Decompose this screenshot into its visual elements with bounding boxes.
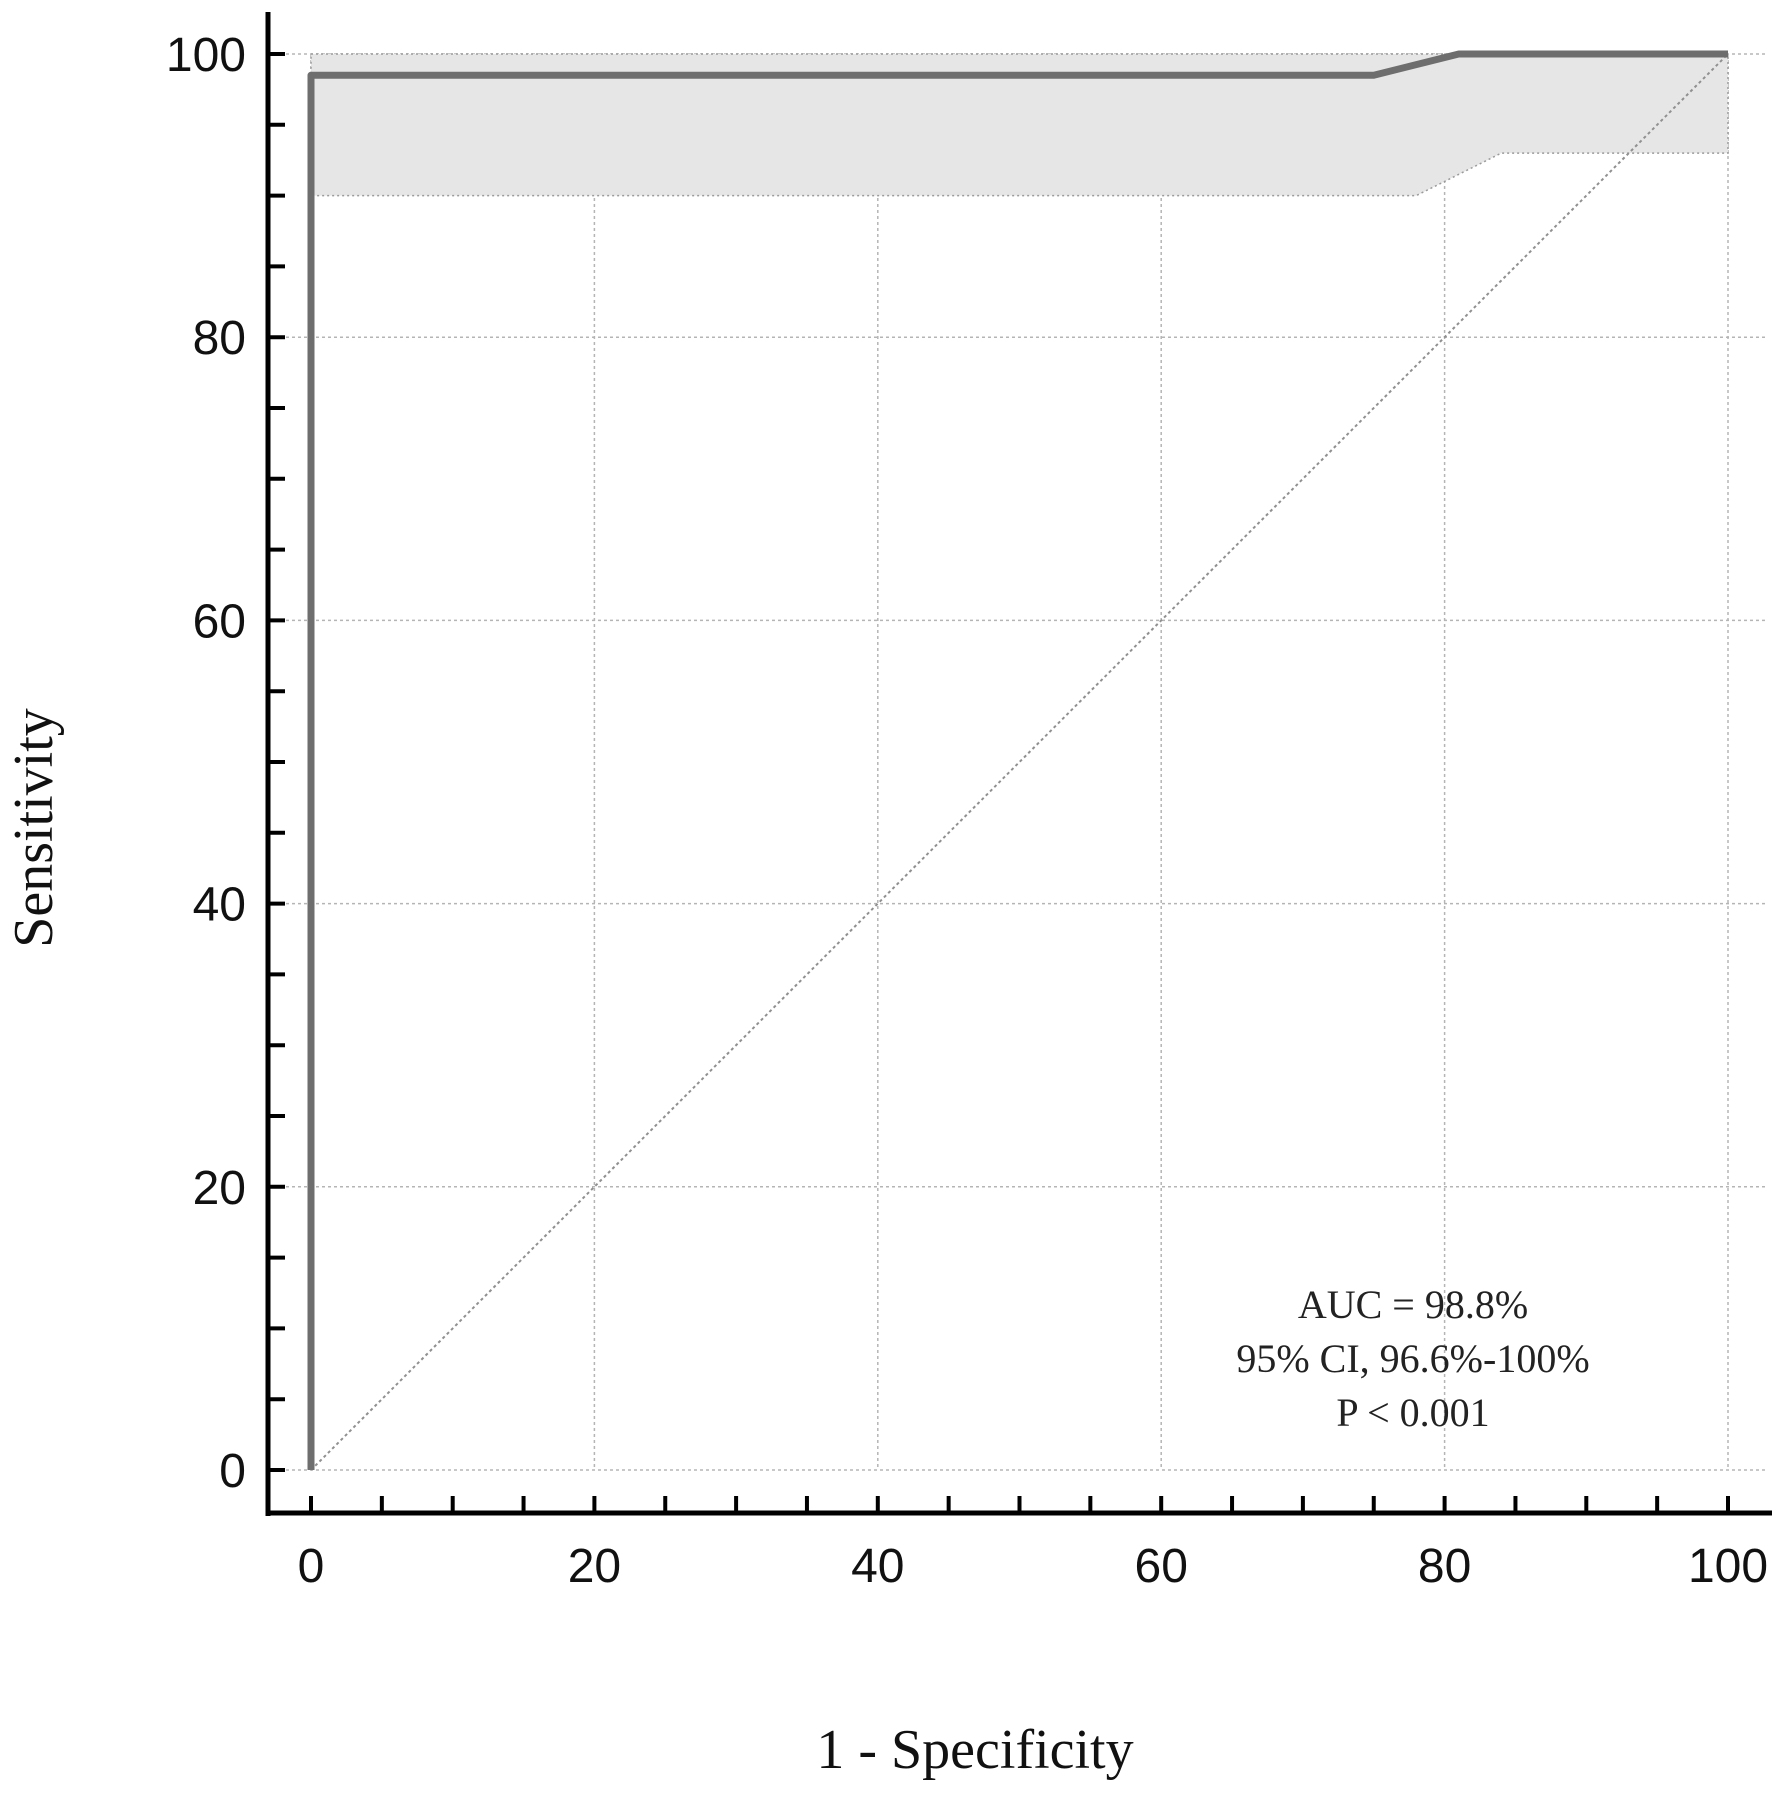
y-tick-label: 0 [219, 1445, 246, 1498]
x-tick-label: 80 [1418, 1540, 1471, 1593]
axes [265, 12, 1772, 1516]
y-tick-label: 80 [193, 312, 246, 365]
roc-curve-layer [307, 50, 1728, 1470]
x-tick-label: 60 [1135, 1540, 1188, 1593]
x-tick-label: 0 [298, 1540, 325, 1593]
y-axis-title: Sensitivity [3, 708, 65, 948]
x-tick-label: 40 [851, 1540, 904, 1593]
confidence-band [310, 53, 1729, 197]
tick-labels: 0 20 40 60 80 100 0 20 40 60 80 100 [166, 29, 1768, 1593]
x-tick-label: 20 [568, 1540, 621, 1593]
reference-line-layer [310, 53, 1729, 1471]
y-tick-label: 20 [193, 1162, 246, 1215]
y-tick-label: 100 [166, 29, 246, 82]
reference-diagonal-line [310, 53, 1729, 1471]
grid [268, 53, 1765, 1471]
roc-curve-line [307, 50, 1728, 1470]
auc-annotation: AUC = 98.8% [1298, 1282, 1528, 1327]
ci-annotation: 95% CI, 96.6%-100% [1236, 1336, 1589, 1381]
y-tick-label: 60 [193, 595, 246, 648]
x-axis-title: 1 - Specificity [816, 1719, 1133, 1781]
y-tick-label: 40 [193, 879, 246, 932]
x-tick-label: 100 [1688, 1540, 1768, 1593]
p-value-annotation: P < 0.001 [1336, 1390, 1489, 1435]
confidence-band-layer [310, 53, 1729, 197]
